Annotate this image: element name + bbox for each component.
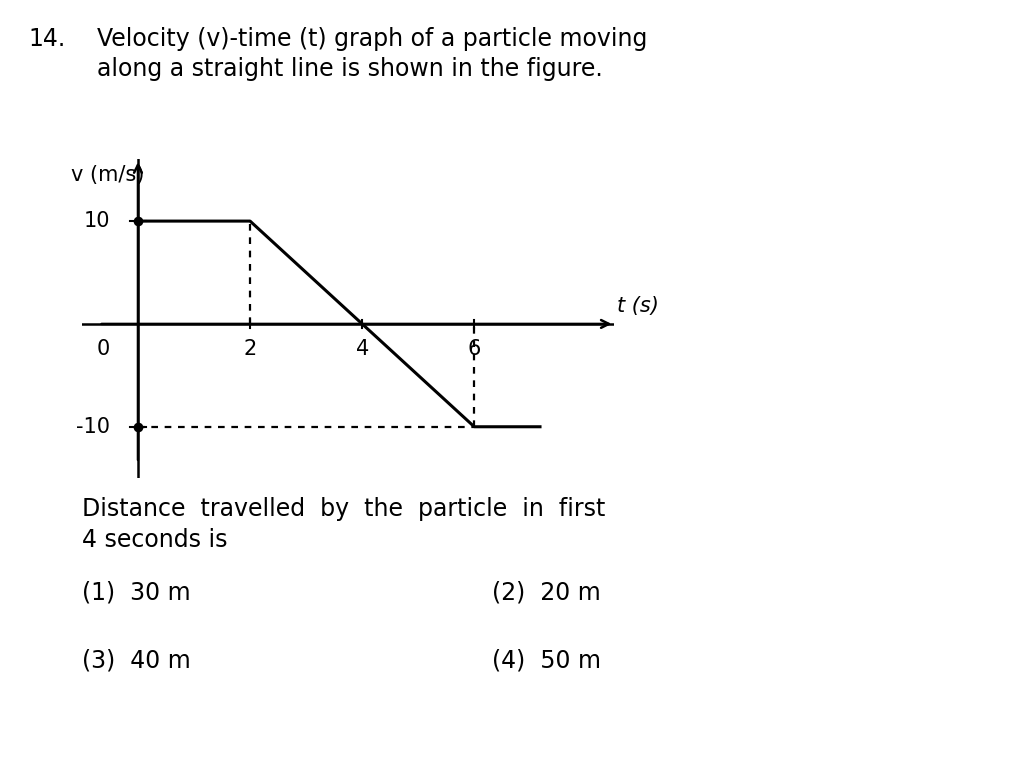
Text: 0: 0 <box>96 339 110 359</box>
Text: t (s): t (s) <box>617 296 659 316</box>
Text: (2)  20 m: (2) 20 m <box>492 581 600 605</box>
Text: 2: 2 <box>244 339 257 359</box>
Text: -10: -10 <box>76 417 110 436</box>
Text: v (m/s): v (m/s) <box>71 165 144 184</box>
Text: Velocity (v)-time (t) graph of a particle moving: Velocity (v)-time (t) graph of a particl… <box>97 27 647 51</box>
Text: 4 seconds is: 4 seconds is <box>82 528 227 552</box>
Text: 10: 10 <box>83 211 110 231</box>
Text: Distance  travelled  by  the  particle  in  first: Distance travelled by the particle in fi… <box>82 497 605 521</box>
Text: (1)  30 m: (1) 30 m <box>82 581 190 605</box>
Text: 14.: 14. <box>29 27 66 51</box>
Text: (4)  50 m: (4) 50 m <box>492 649 600 673</box>
Text: 6: 6 <box>468 339 481 359</box>
Text: (3)  40 m: (3) 40 m <box>82 649 190 673</box>
Text: 4: 4 <box>355 339 369 359</box>
Text: along a straight line is shown in the figure.: along a straight line is shown in the fi… <box>97 57 603 81</box>
